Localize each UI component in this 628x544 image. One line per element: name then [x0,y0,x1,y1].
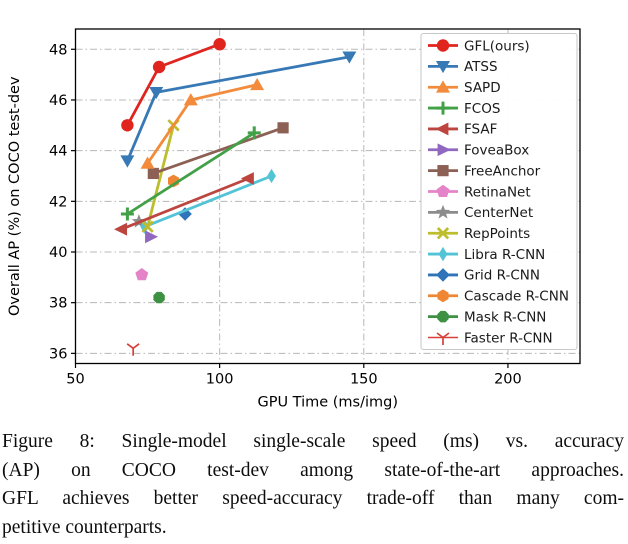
y-tick-label: 42 [49,194,67,210]
series-marker-atss [149,86,164,100]
series-marker-sapd [250,77,265,91]
legend-item-reppoints: RepPoints [428,226,530,242]
series-line-reppoints [146,124,175,228]
legend-label: Libra R-CNN [464,247,545,263]
y-tick-label: 36 [49,346,67,362]
legend-label: FSAF [464,122,497,138]
legend-item-sapd: SAPD [428,80,501,96]
caption-line-1: Figure 8: Single-model single-scale spee… [2,431,624,452]
y-tick-label: 38 [49,296,67,312]
caption-line-4: petitive counterparts. [2,516,167,538]
series-marker-freeanchor [277,122,289,134]
series-marker-libra-r-cnn [140,219,150,234]
legend-item-faster-r-cnn: Faster R-CNN [428,330,553,346]
legend-label: FreeAnchor [464,163,541,179]
speed-accuracy-chart: 50 100 150 200 36 38 40 42 44 46 48 GPU Time (ms/im… [7,28,581,411]
series-marker-fsaf [240,172,254,185]
series-marker-libra-r-cnn [267,168,276,184]
series-line-fsaf [121,177,250,231]
legend-label: CenterNet [464,205,533,221]
series-line-freeanchor [152,126,284,175]
legend-item-fsaf: FSAF [428,122,497,138]
y-tick-label: 40 [49,245,67,261]
legend-box [420,32,578,351]
legend-label: FCOS [464,101,500,117]
legend-label: Grid R-CNN [464,268,540,284]
series-marker-reppoints [141,220,154,233]
series-marker-grid-r-cnn [178,207,192,221]
x-tick-label: 100 [206,372,234,388]
series-line-libra-r-cnn [144,174,273,228]
series-marker-mask-r-cnn [153,291,165,304]
x-tick-label: 150 [350,372,378,388]
legend-label: SAPD [464,80,501,96]
y-tick-label: 48 [49,42,67,58]
series-marker-freeanchor [147,167,159,180]
series-marker-atss [342,51,357,64]
x-axis-label: GPU Time (ms/img) [257,395,398,411]
series-marker-fcos [120,207,134,221]
series-marker-atss [120,155,135,168]
figure-caption: Figure 8: Single-model single-scale spee… [2,428,624,542]
series-line-sapd [146,83,258,165]
legend-label: RetinaNet [464,184,531,200]
series-marker-fcos [247,126,261,140]
series-marker-gfl-ours [152,60,166,74]
series-marker-fsaf [114,222,128,236]
legend-label: Mask R-CNN [464,309,546,325]
legend-item-libra-r-cnn: Libra R-CNN [428,246,545,263]
series-marker-gfl-ours [213,38,226,51]
series-marker-foveabox [145,230,159,244]
caption-line-3: GFL achieves better speed-accuracy trade… [2,488,624,509]
legend-item-retinanet: RetinaNet [428,184,531,200]
legend-label: RepPoints [464,226,530,242]
legend-item-cascade-r-cnn: Cascade R-CNN [428,289,569,305]
legend-item-freeanchor: FreeAnchor [428,163,541,179]
series-marker-gfl-ours [121,119,134,132]
x-tick-label: 200 [494,372,522,388]
y-axis-label: Overall AP (%) on COCO test-dev [7,76,23,316]
legend-item-gfl-ours: GFL(ours) [428,38,530,54]
legend-label: Faster R-CNN [464,330,553,346]
legend-item-grid-r-cnn: Grid R-CNN [428,268,540,284]
y-tick-label: 44 [49,144,67,160]
series-line-fcos [126,131,255,216]
legend-label: Cascade R-CNN [464,289,569,305]
caption-line-2: (AP) on COCO test-dev among state-of-the… [2,459,624,481]
legend-item-atss: ATSS [428,59,498,75]
x-tick-label: 50 [66,372,84,388]
y-tick-label: 46 [49,93,67,109]
legend-item-fcos: FCOS [428,101,500,117]
legend-item-mask-r-cnn: Mask R-CNN [428,309,546,325]
legend-item-centernet: CenterNet [428,204,533,221]
legend-label: ATSS [464,59,498,75]
series-line-gfl-ours [126,42,221,126]
series-marker-faster-r-cnn [126,343,140,356]
series-marker-sapd [140,156,155,169]
plot-frame [74,28,581,365]
legend-label: GFL(ours) [464,38,530,54]
series-marker-sapd [183,93,198,106]
legend-label: FoveaBox [464,143,529,159]
series-marker-retinanet [135,268,149,281]
legend-item-foveabox: FoveaBox [428,143,529,159]
